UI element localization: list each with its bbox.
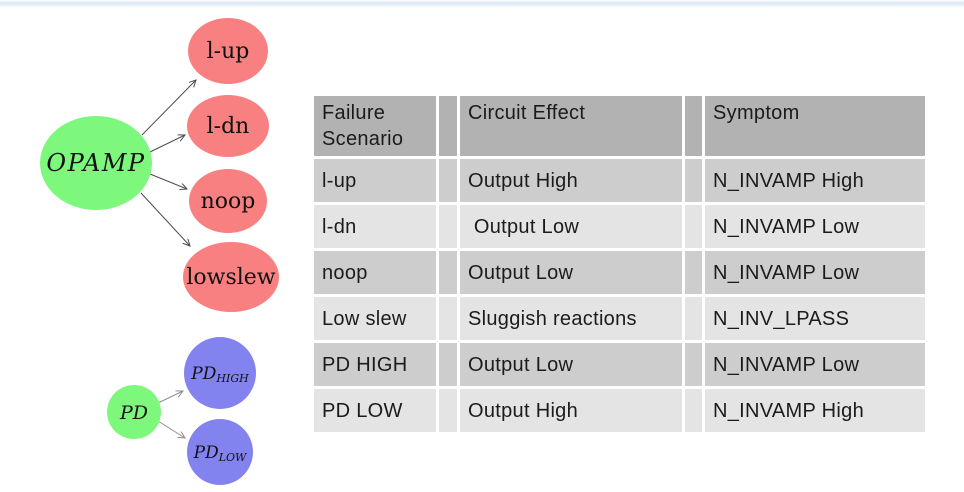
pdhigh-node [184, 337, 256, 409]
edge-opamp-lowslew [140, 192, 190, 246]
edge-pd-pdhigh [157, 391, 183, 404]
table-row: noop Output Low N_INVAMP Low [314, 251, 925, 294]
spacer-cell [439, 389, 457, 432]
scenario-cell: Low slew [314, 297, 436, 340]
header-spacer-cell [439, 96, 457, 156]
effect-cell: Output High [460, 389, 682, 432]
lup-node [188, 18, 268, 84]
edge-opamp-noop [149, 173, 187, 189]
pdlow-node [187, 419, 253, 485]
table-row: PD LOW Output High N_INVAMP High [314, 389, 925, 432]
symptom-cell: N_INVAMP High [705, 389, 925, 432]
effect-cell: Sluggish reactions [460, 297, 682, 340]
scenario-cell: PD HIGH [314, 343, 436, 386]
pdhigh-node-label: PDHIGH [190, 364, 249, 385]
opamp-root-label: OPAMP [46, 149, 145, 177]
edge-opamp-lup [141, 80, 196, 136]
spacer-cell [685, 205, 702, 248]
table-row: Low slew Sluggish reactions N_INV_LPASS [314, 297, 925, 340]
symptom-cell: N_INVAMP High [705, 159, 925, 202]
table-row: l-up Output High N_INVAMP High [314, 159, 925, 202]
lowslew-node [183, 242, 279, 312]
spacer-cell [439, 205, 457, 248]
spacer-cell [685, 159, 702, 202]
edge-pd-pdlow [157, 420, 185, 438]
scenario-cell: l-up [314, 159, 436, 202]
pdlow-node-label: PDLOW [193, 443, 248, 464]
scenario-cell: l-dn [314, 205, 436, 248]
spacer-cell [439, 159, 457, 202]
lup-node-label: l-up [207, 39, 250, 64]
effect-cell: Output Low [460, 205, 682, 248]
failure-scenario-table: Failure Scenario Circuit Effect Symptom … [311, 93, 928, 435]
spacer-cell [439, 297, 457, 340]
pd-root-node [107, 385, 161, 439]
symptom-cell: N_INVAMP Low [705, 205, 925, 248]
spacer-cell [685, 343, 702, 386]
opamp-root-node [40, 116, 152, 210]
symptom-cell: N_INVAMP Low [705, 251, 925, 294]
lowslew-node-label: lowslew [186, 265, 275, 290]
effect-cell: Output Low [460, 251, 682, 294]
scenario-cell: noop [314, 251, 436, 294]
symptom-cell: N_INVAMP Low [705, 343, 925, 386]
table-row: l-dn Output Low N_INVAMP Low [314, 205, 925, 248]
table-row: PD HIGH Output Low N_INVAMP Low [314, 343, 925, 386]
effect-cell: Output Low [460, 343, 682, 386]
top-accent-bar [0, 0, 964, 8]
ldn-node-label: l-dn [207, 114, 250, 139]
noop-node [189, 169, 267, 233]
symptom-cell: N_INV_LPASS [705, 297, 925, 340]
column-header-circuit-effect: Circuit Effect [460, 96, 682, 156]
pd-root-label: PD [119, 402, 148, 424]
header-spacer-cell [685, 96, 702, 156]
ldn-node [187, 95, 269, 157]
edge-opamp-ldn [149, 135, 185, 153]
spacer-cell [439, 343, 457, 386]
fault-tree-diagram: OPAMP l-up l-dn noop lowslew PD PDHIGH P… [40, 18, 279, 485]
column-header-failure-scenario: Failure Scenario [314, 96, 436, 156]
noop-node-label: noop [201, 189, 256, 214]
scenario-cell: PD LOW [314, 389, 436, 432]
spacer-cell [685, 297, 702, 340]
table-header-row: Failure Scenario Circuit Effect Symptom [314, 96, 925, 156]
spacer-cell [685, 389, 702, 432]
spacer-cell [685, 251, 702, 294]
column-header-symptom: Symptom [705, 96, 925, 156]
effect-cell: Output High [460, 159, 682, 202]
spacer-cell [439, 251, 457, 294]
